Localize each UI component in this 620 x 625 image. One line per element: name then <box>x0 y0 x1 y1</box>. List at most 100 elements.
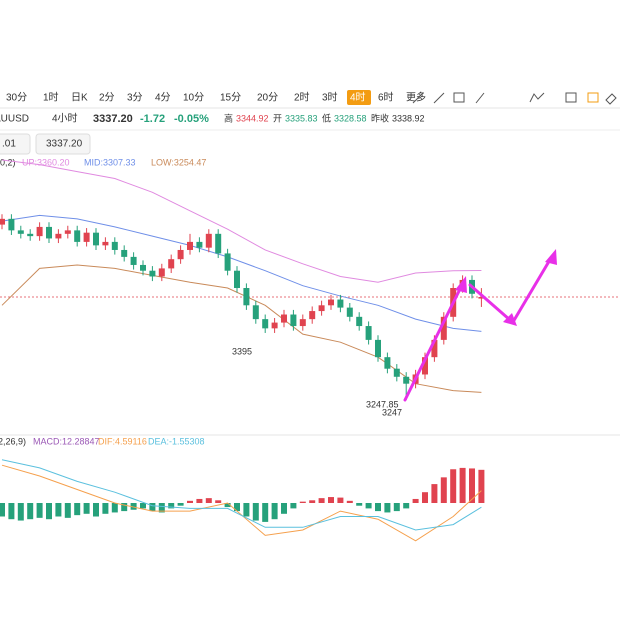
lot-input[interactable] <box>0 133 31 155</box>
candle-body <box>149 270 156 277</box>
candle-body <box>365 326 372 340</box>
macd-bar <box>262 503 269 522</box>
interval[interactable]: 15分 <box>220 92 241 104</box>
prev: 3338.92 <box>392 113 425 123</box>
interval[interactable]: 3分 <box>127 92 143 104</box>
candle-body <box>121 249 128 257</box>
candle-body <box>431 339 438 358</box>
candle-body <box>111 241 118 250</box>
macd-bar <box>215 500 222 503</box>
candle-body <box>234 270 240 289</box>
macd-bar <box>140 503 146 509</box>
interval[interactable]: 3时 <box>322 92 338 104</box>
candle-body <box>27 233 34 237</box>
macd-bar <box>234 503 240 512</box>
macd-bar <box>111 503 118 513</box>
macd-bar <box>252 503 259 521</box>
macd-bar <box>440 477 447 503</box>
prev-label: 昨收 <box>371 112 389 123</box>
candle-body <box>46 226 52 239</box>
candle-body <box>140 264 146 271</box>
candle-body <box>8 218 15 231</box>
candle-body <box>478 297 485 299</box>
interval[interactable]: 日K <box>71 93 88 104</box>
macd-bar <box>93 503 99 517</box>
macd-bar <box>393 503 400 512</box>
candle-body <box>252 305 259 320</box>
candle-body <box>64 230 71 234</box>
macd-bar <box>346 500 353 503</box>
macd-bar <box>187 500 193 503</box>
macd-bar <box>365 503 372 509</box>
macd-bar <box>318 498 325 503</box>
high-label: 高 <box>224 112 233 123</box>
macd-value: MACD:12.28847 <box>33 436 100 446</box>
candle-body <box>215 233 222 254</box>
boll-mid <box>1 214 482 332</box>
lot: .01 <box>2 139 16 150</box>
macd-bar <box>224 503 231 508</box>
high: 3344.92 <box>236 113 269 123</box>
plot <box>0 159 620 542</box>
active-tab <box>347 90 371 105</box>
candle-body <box>36 226 43 237</box>
candle-body <box>243 288 250 306</box>
candle-body <box>375 339 381 358</box>
boll-up <box>1 159 482 283</box>
macd-bar <box>27 503 34 520</box>
candle-body <box>158 268 165 277</box>
period[interactable]: 4小时 <box>52 113 78 125</box>
candle-body <box>328 299 334 306</box>
hand-drawn-arrows <box>403 249 557 402</box>
macd-bar <box>431 484 438 503</box>
macd-bar <box>74 503 81 516</box>
annotation: 3247.85 <box>366 399 399 409</box>
macd-bar <box>102 503 109 514</box>
macd-bar <box>55 503 62 517</box>
candle-body <box>55 233 62 239</box>
dea-value: DEA:-1.55308 <box>148 436 205 446</box>
candle-body <box>187 241 193 250</box>
interval[interactable]: 4时 <box>350 92 366 104</box>
boll-mid: MID:3307.33 <box>84 157 136 167</box>
macd-bar <box>422 492 428 503</box>
interval[interactable]: 2分 <box>99 92 115 104</box>
macd-bar <box>412 498 419 503</box>
dea-line <box>1 459 482 531</box>
dif-line <box>1 464 482 542</box>
macd-bar <box>36 503 43 518</box>
candle-body <box>393 368 400 377</box>
macd-bar <box>177 503 184 506</box>
macd-bar <box>375 503 381 512</box>
candle-body <box>290 314 297 327</box>
macd-bar <box>328 497 334 503</box>
macd-bar <box>384 503 391 513</box>
macd-bar <box>469 468 475 503</box>
candle-body <box>102 241 109 246</box>
interval[interactable]: 1时 <box>43 92 59 104</box>
candle-body <box>440 316 447 340</box>
candle-body <box>299 319 306 327</box>
interval[interactable]: 4分 <box>155 92 171 104</box>
macd-bar <box>450 469 457 503</box>
interval[interactable]: 30分 <box>6 92 27 104</box>
interval[interactable]: 6时 <box>378 92 394 104</box>
interval[interactable]: 2时 <box>294 92 310 104</box>
candle-body <box>196 241 203 248</box>
macd-bar <box>205 498 212 503</box>
macd-bar <box>149 503 156 512</box>
macd-bar <box>168 503 175 509</box>
symbol[interactable]: AUUSD <box>0 114 29 125</box>
interval[interactable]: 10分 <box>183 92 204 104</box>
interval[interactable]: 更多 <box>406 91 426 104</box>
macd-bar <box>299 501 306 503</box>
price-input[interactable] <box>35 133 91 155</box>
boll-up: UP:3360.20 <box>22 157 70 167</box>
interval[interactable]: 20分 <box>257 92 278 104</box>
panel <box>0 88 620 532</box>
macd-bar <box>281 503 287 514</box>
candle-body <box>177 249 184 260</box>
candle-body <box>346 307 353 317</box>
